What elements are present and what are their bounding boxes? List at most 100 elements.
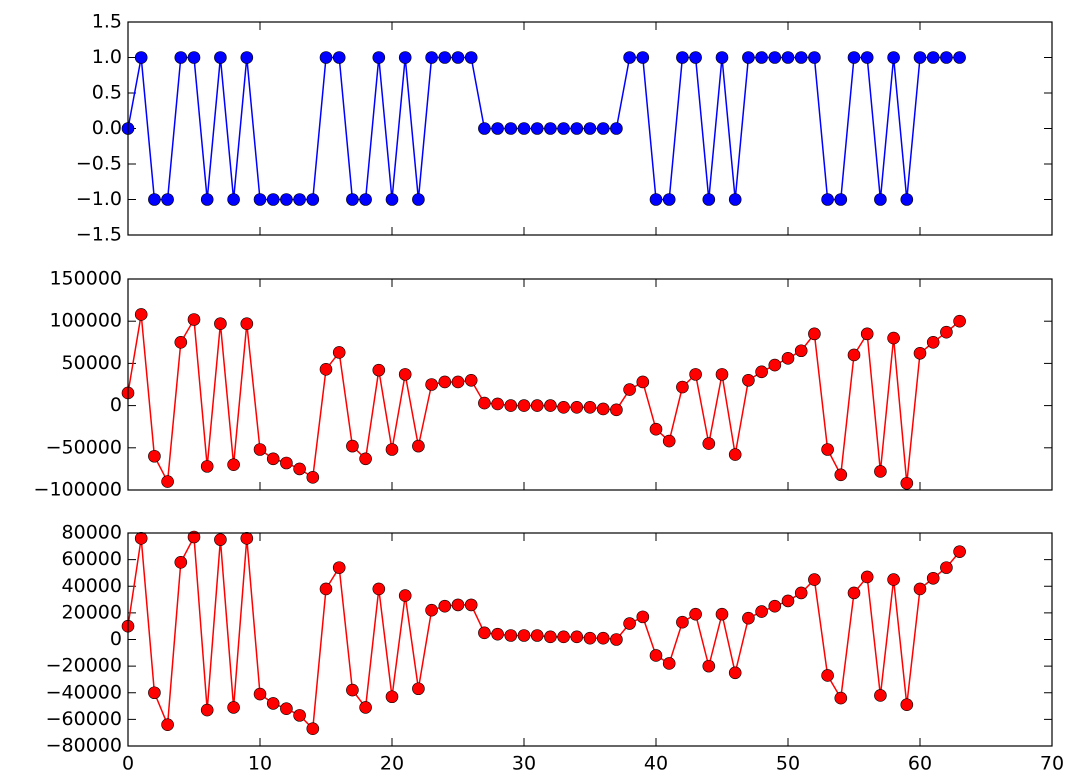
data-point bbox=[649, 193, 663, 206]
data-point bbox=[847, 586, 861, 600]
data-point bbox=[266, 452, 280, 466]
data-point bbox=[266, 697, 280, 710]
data-point bbox=[174, 335, 188, 349]
data-point bbox=[794, 586, 808, 600]
data-point bbox=[530, 399, 544, 412]
data-point bbox=[438, 375, 452, 389]
data-point bbox=[544, 399, 557, 412]
data-point bbox=[293, 709, 306, 722]
x-tick-label: 30 bbox=[512, 753, 536, 775]
y-tick-label: 1.5 bbox=[92, 11, 122, 33]
data-point bbox=[636, 51, 650, 64]
data-point bbox=[715, 607, 729, 621]
data-point bbox=[214, 533, 227, 546]
data-point bbox=[953, 51, 966, 64]
axes-frame bbox=[127, 21, 1053, 236]
data-point bbox=[438, 51, 452, 64]
data-point bbox=[728, 666, 742, 680]
axes-frame bbox=[127, 278, 1053, 491]
data-point bbox=[134, 308, 148, 321]
data-point bbox=[728, 193, 742, 206]
data-point bbox=[332, 346, 346, 359]
data-point bbox=[174, 51, 188, 64]
data-point bbox=[702, 659, 716, 673]
data-point bbox=[161, 718, 174, 732]
data-point bbox=[742, 611, 755, 625]
data-point bbox=[781, 51, 795, 64]
data-point bbox=[187, 51, 201, 64]
data-point bbox=[676, 380, 689, 394]
data-point bbox=[412, 439, 425, 453]
y-tick-label: 60000 bbox=[62, 548, 122, 570]
data-point bbox=[755, 365, 768, 379]
data-point bbox=[306, 471, 320, 484]
data-point bbox=[887, 331, 900, 345]
data-point bbox=[926, 51, 940, 64]
data-point bbox=[148, 686, 161, 700]
data-point bbox=[148, 449, 161, 463]
data-point bbox=[544, 630, 557, 644]
data-point bbox=[385, 443, 399, 456]
data-point bbox=[544, 122, 557, 135]
data-point bbox=[464, 51, 478, 64]
data-point bbox=[794, 344, 808, 358]
data-point bbox=[755, 605, 768, 618]
data-point bbox=[227, 701, 240, 714]
y-tick-label: −1.0 bbox=[76, 188, 122, 210]
data-point bbox=[306, 722, 320, 735]
data-point bbox=[794, 51, 808, 64]
data-point bbox=[491, 397, 504, 411]
data-point bbox=[715, 51, 729, 64]
data-point bbox=[926, 571, 940, 585]
x-tick-label: 50 bbox=[776, 753, 800, 775]
data-point bbox=[491, 627, 504, 641]
data-point bbox=[834, 193, 848, 206]
y-tick-label: −0.5 bbox=[76, 153, 122, 175]
data-point bbox=[385, 690, 399, 704]
data-point bbox=[596, 631, 610, 645]
data-point bbox=[372, 363, 386, 377]
data-point bbox=[372, 51, 386, 64]
data-point bbox=[398, 589, 412, 602]
data-point bbox=[451, 51, 465, 64]
data-point bbox=[847, 348, 861, 362]
data-point bbox=[517, 399, 531, 412]
data-point bbox=[412, 193, 425, 206]
data-point bbox=[200, 193, 214, 206]
y-tick-label: 0 bbox=[110, 394, 122, 416]
data-point bbox=[834, 691, 848, 705]
data-point bbox=[689, 607, 702, 621]
data-point bbox=[913, 346, 927, 360]
data-point bbox=[874, 465, 887, 478]
data-point bbox=[332, 561, 346, 574]
y-tick-label: 150000 bbox=[49, 268, 122, 290]
y-tick-label: 80000 bbox=[62, 522, 122, 544]
data-point bbox=[280, 702, 293, 716]
data-point bbox=[676, 615, 689, 629]
data-point bbox=[636, 375, 650, 389]
data-point bbox=[530, 122, 544, 135]
data-point bbox=[821, 443, 834, 456]
data-point bbox=[425, 603, 438, 617]
data-point bbox=[266, 193, 280, 206]
data-point bbox=[702, 437, 716, 450]
data-point bbox=[227, 458, 240, 471]
data-point bbox=[346, 193, 359, 206]
data-point bbox=[240, 532, 254, 545]
data-point bbox=[280, 193, 293, 206]
data-point bbox=[821, 193, 834, 206]
data-point bbox=[742, 51, 755, 64]
data-point bbox=[583, 400, 597, 414]
data-point bbox=[346, 683, 359, 697]
y-tick-label: −1.5 bbox=[76, 224, 122, 246]
data-point bbox=[649, 649, 663, 662]
data-point bbox=[847, 51, 861, 64]
data-point bbox=[557, 400, 570, 414]
y-tick-label: −50000 bbox=[46, 436, 122, 458]
data-point bbox=[293, 462, 306, 476]
data-point bbox=[940, 325, 953, 339]
data-point bbox=[332, 51, 346, 64]
data-point bbox=[359, 193, 372, 206]
x-tick-label: 40 bbox=[644, 753, 668, 775]
data-point bbox=[768, 599, 782, 613]
